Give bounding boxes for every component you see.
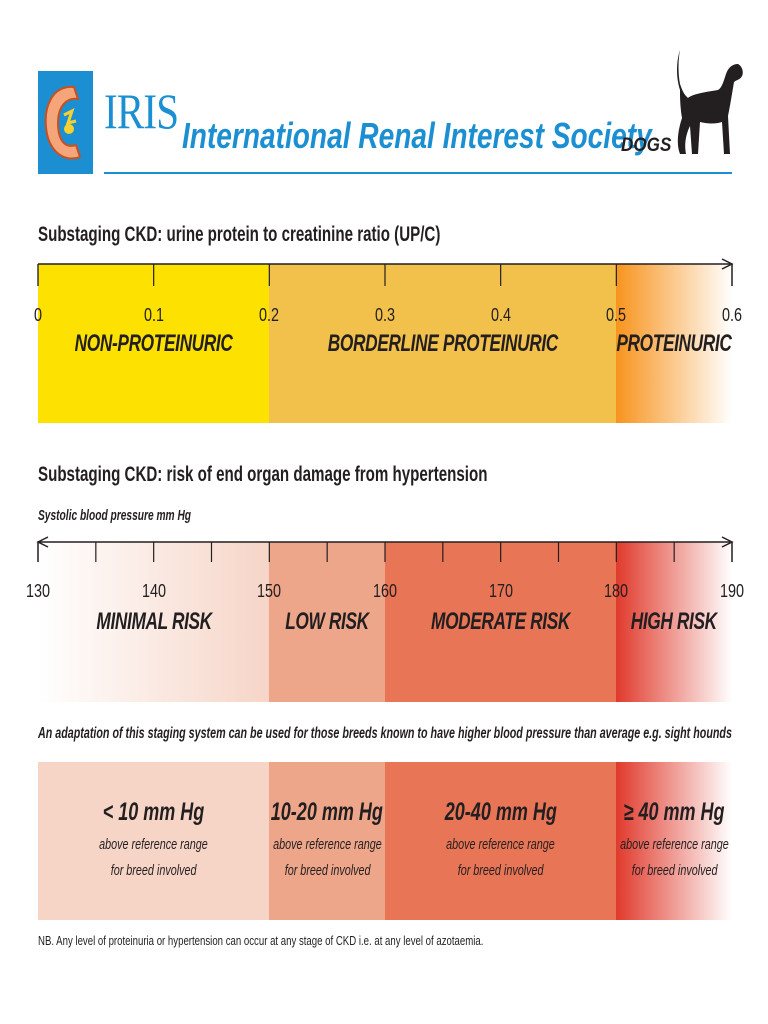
hypertension-tick-label: 170 — [488, 581, 513, 601]
hypertension-band-3: MODERATE RISK — [385, 542, 617, 702]
hypertension-tick-label: 140 — [141, 581, 166, 601]
adaptation-band-1: < 10 mm Hg above reference range for breed… — [38, 762, 270, 920]
adaptation-description-line2: for breed involved — [110, 861, 197, 879]
proteinuria-heading: Substaging CKD: urine protein to creatin… — [38, 223, 441, 246]
proteinuria-tick-label: 0.3 — [374, 305, 396, 325]
adaptation-band-4: ≥ 40 mm Hg above reference range for breed… — [616, 762, 732, 920]
hypertension-band-label: MINIMAL RISK — [95, 608, 212, 635]
proteinuria-band-3: PROTEINURIC — [616, 264, 732, 423]
adaptation-value: 10-20 mm Hg — [271, 797, 384, 826]
hypertension-tick-label: 130 — [25, 581, 51, 601]
proteinuria-tick-label: 0.6 — [721, 305, 743, 325]
proteinuria-tick-label: 0.1 — [143, 305, 164, 325]
hypertension-tick-label: 180 — [604, 581, 629, 601]
proteinuria-tick-label: 0.4 — [490, 305, 511, 325]
hypertension-band-label: MODERATE RISK — [431, 608, 571, 635]
hypertension-band-label: LOW RISK — [285, 608, 369, 635]
header-divider — [104, 172, 732, 174]
hypertension-tick-label: 190 — [719, 581, 745, 601]
proteinuria-band-label: NON-PROTEINURIC — [74, 329, 233, 357]
iris-logo — [38, 71, 93, 174]
brand-name: IRIS — [104, 83, 179, 139]
hypertension-band-label: HIGH RISK — [631, 608, 718, 635]
proteinuria-tick-label: 0 — [33, 305, 43, 325]
adaptation-description-line2: for breed involved — [631, 861, 718, 879]
adaptation-value: < 10 mm Hg — [102, 797, 205, 826]
hypertension-band-1: MINIMAL RISK — [38, 542, 270, 702]
hypertension-tick-label: 160 — [372, 581, 398, 601]
hypertension-arrow-left-icon — [36, 536, 49, 562]
hypertension-tick-label: 150 — [257, 581, 282, 601]
adaptation-description-line2: for breed involved — [284, 861, 371, 879]
bp-axis-label: Systolic blood pressure mm Hg — [38, 507, 192, 524]
proteinuria-band-2: BORDERLINE PROTEINURIC — [269, 264, 617, 423]
footnote: NB. Any level of proteinuria or hyperten… — [38, 933, 484, 948]
hypertension-heading: Substaging CKD: risk of end organ damage… — [38, 463, 488, 486]
proteinuria-arrow-right-icon — [721, 258, 734, 286]
proteinuria-band-label: BORDERLINE PROTEINURIC — [327, 329, 559, 357]
proteinuria-tick-label: 0.2 — [259, 305, 280, 325]
hypertension-band-4: HIGH RISK — [616, 542, 732, 702]
dog-silhouette-icon — [677, 50, 743, 154]
hypertension-band-2: LOW RISK — [269, 542, 385, 702]
adaptation-description-line1: above reference range — [272, 836, 382, 854]
hypertension-arrow-right-icon — [721, 536, 734, 562]
society-name: International Renal Interest Society — [182, 115, 652, 156]
proteinuria-band-1: NON-PROTEINURIC — [38, 264, 270, 423]
species-label: DOGS — [621, 135, 672, 156]
adaptation-description-line1: above reference range — [619, 836, 729, 854]
adaptation-description-line1: above reference range — [99, 836, 208, 854]
adaptation-note: An adaptation of this staging system can… — [38, 725, 732, 742]
adaptation-band-2: 10-20 mm Hg above reference range for bree… — [269, 762, 385, 920]
adaptation-value: 20-40 mm Hg — [444, 797, 557, 826]
adaptation-description-line1: above reference range — [446, 836, 555, 854]
adaptation-description-line2: for breed involved — [457, 861, 544, 879]
adaptation-value: ≥ 40 mm Hg — [623, 797, 725, 826]
proteinuria-band-label: PROTEINURIC — [616, 329, 732, 357]
proteinuria-tick-label: 0.5 — [606, 305, 627, 325]
kidney-logo-icon — [44, 85, 82, 160]
adaptation-band-3: 20-40 mm Hg above reference range for bree… — [385, 762, 617, 920]
